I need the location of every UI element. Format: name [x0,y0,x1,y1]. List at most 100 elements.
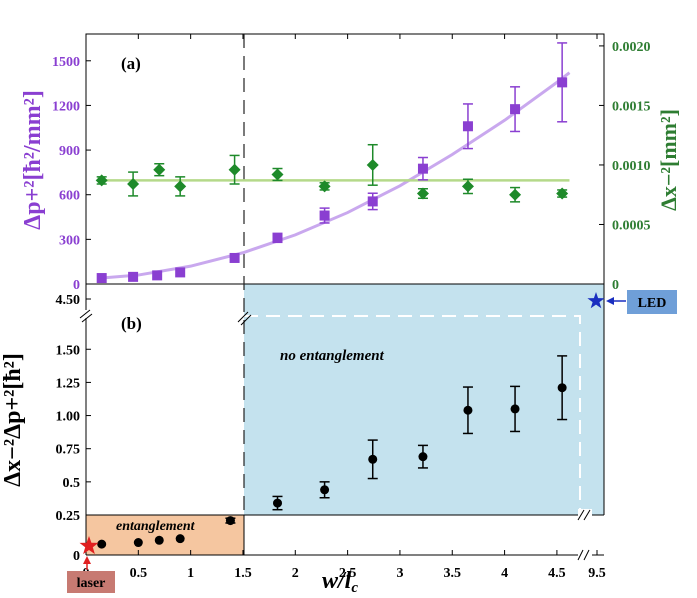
led-box [627,290,677,314]
axis-break-xaxis [577,549,592,561]
x-tick-label: 4 [501,566,508,581]
panel-a-left-ticks: 0 300 600 900 1200 1500 [52,55,91,293]
x-tick-label: 3.5 [444,566,462,581]
left-tick-label: 600 [59,189,80,204]
circle-point [97,539,107,549]
laser-annotation: laser [67,536,115,593]
square-point [462,121,473,132]
panel-a-fit-lines [101,71,571,280]
x-tick-label: 3 [396,566,403,581]
square-point [96,273,107,284]
panel-b-data [97,355,568,549]
square-point [319,210,330,221]
diamond-point [366,158,379,171]
right-tick-label: 0 [612,278,619,293]
diamond-point [509,188,522,201]
right-tick-label: 0.0010 [612,159,651,174]
square-point [272,232,283,243]
no-entanglement-region [244,284,604,515]
entanglement-label: entanglement [116,519,196,534]
diamond-point [416,187,429,200]
left-tick-label: 900 [59,144,80,159]
diamond-point [461,180,474,193]
axis-break-bottom [577,509,592,521]
panel-a-label: (a) [121,54,141,73]
right-tick-label: 0.0005 [612,218,651,233]
entanglement-region [86,515,244,555]
panel-b-y-ticks: 0 0.25 0.5 0.75 1.00 1.25 1.50 4.50 [56,293,91,564]
circle-point [557,383,567,393]
left-tick-label: 300 [59,233,80,248]
diamond-point [271,168,284,181]
x-axis-label: w/lc [322,568,358,596]
square-point [367,196,378,207]
circle-point [225,516,235,526]
laser-star [79,536,99,555]
square-point [510,104,521,115]
diamond-point [153,163,166,176]
x-tick-label: 9.5 [588,566,606,581]
circle-point [418,452,428,462]
left-tick-label: 0 [73,278,80,293]
right-tick-label: 0.0020 [612,40,651,55]
panel-a-frame [85,33,605,285]
left-tick-label: 1500 [52,55,80,70]
x-tick-label: 2 [292,566,299,581]
square-point [175,267,186,278]
laser-arrowhead [83,556,91,564]
no-entanglement-label: no entanglement [280,348,385,364]
axis-break-left [79,309,93,323]
circle-point [320,485,330,495]
panel-a-left-ylabel: Δp+²[ħ²/mm²] [20,90,46,230]
circle-point [175,534,185,544]
circle-point [463,405,473,415]
b-y-tick-label: 0.5 [63,476,81,491]
x-tick-label: 4.5 [548,566,566,581]
laser-box [67,571,115,593]
diamond-point [95,174,108,187]
led-label: LED [638,296,667,311]
square-point [128,271,139,282]
panel-b-ylabel: Δx−²Δp+²[ħ²] [0,353,26,487]
b-y-tick-label: 1.50 [56,343,81,358]
diamond-point [228,163,241,176]
b-y-tick-label: 1.25 [56,376,81,391]
square-point [557,77,568,88]
circle-point [133,538,143,548]
circle-point [154,535,164,545]
axis-break-mid [237,311,252,326]
diamond-point [127,178,140,190]
b-y-tick-label: 0.75 [56,443,81,458]
panel-a-right-ylabel: Δx−²[mm²] [656,109,681,211]
x-tick-label: 0.5 [130,566,148,581]
led-annotation: LED [587,290,677,314]
b-y-tick-label: 0 [73,549,80,564]
diamond-point [556,187,569,200]
right-tick-label: 0.0015 [612,99,651,114]
circle-point [273,498,283,508]
laser-label: laser [77,576,106,591]
x-axis-label-sub: c [351,580,358,596]
square-point [417,163,428,174]
x-tick-label: 2.5 [339,566,357,581]
diamond-point [318,180,331,193]
led-dashed-path [244,315,581,555]
led-star [587,292,605,309]
led-arrowhead [606,297,614,305]
panel-a-data [95,42,569,284]
circle-point [368,454,378,464]
diamond-point [174,180,187,193]
x-axis-label-main: w/l [322,568,352,594]
quadratic-fit-line [101,71,571,280]
left-tick-label: 1200 [52,99,80,114]
b-y-tick-label: 1.00 [56,410,81,425]
square-point [229,252,240,263]
panel-b-label: (b) [121,314,142,333]
x-tick-label: 1 [187,566,194,581]
square-point [152,270,163,281]
panel-a-right-ticks: 0 0.0005 0.0010 0.0015 0.0020 [599,40,651,293]
b-y-tick-label: 4.50 [56,293,81,308]
b-y-tick-label: 0.25 [56,509,81,524]
circle-point [510,404,520,414]
